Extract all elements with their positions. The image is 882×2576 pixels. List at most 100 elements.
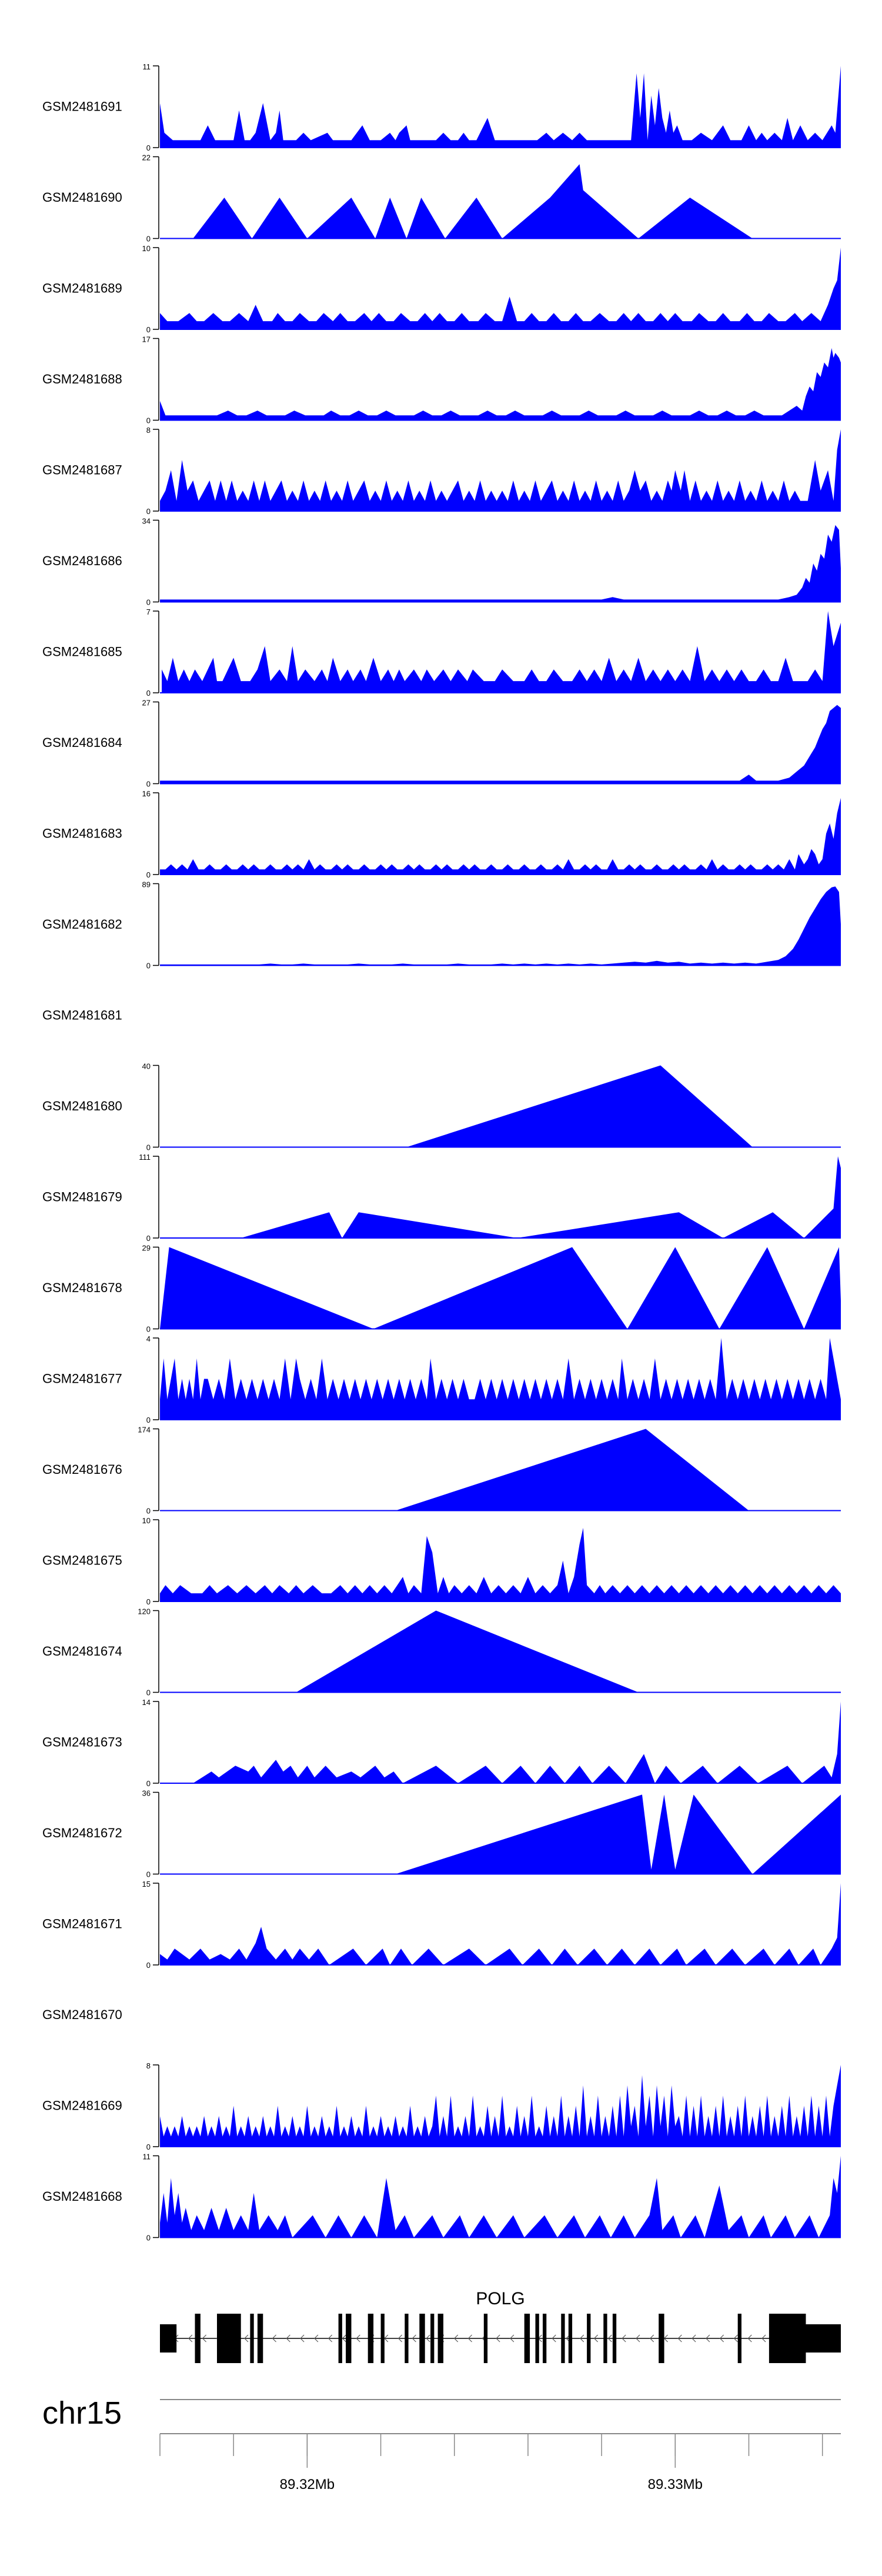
- track: GSM2481683 16 0: [42, 789, 841, 879]
- exon-block: [405, 2314, 409, 2363]
- track-label: GSM2481674: [42, 1644, 122, 1659]
- track-ymin-label: 0: [146, 1416, 151, 1424]
- track-ymin-label: 0: [146, 598, 151, 607]
- strand-chevron: [272, 2334, 276, 2343]
- chromosome-label: chr15: [42, 2395, 122, 2431]
- exon-block: [561, 2314, 565, 2363]
- track-ymin-label: 0: [146, 870, 151, 879]
- strand-chevron: [706, 2334, 710, 2343]
- strand-chevron: [300, 2334, 305, 2343]
- strand-chevron: [397, 2334, 403, 2343]
- track-label: GSM2481672: [42, 1826, 122, 1840]
- track: GSM2481687 8 0: [42, 426, 841, 516]
- strand-chevron: [579, 2334, 584, 2343]
- track-label: GSM2481668: [42, 2189, 122, 2204]
- track: GSM2481691 11 0: [42, 62, 841, 152]
- track-ymax-label: 120: [138, 1607, 151, 1616]
- strand-chevron: [188, 2334, 193, 2343]
- track-label: GSM2481673: [42, 1735, 122, 1750]
- exon-block: [483, 2314, 488, 2363]
- track: GSM2481685 7 0: [42, 608, 841, 698]
- strand-chevron: [314, 2334, 319, 2343]
- track-ymax-label: 27: [142, 699, 151, 708]
- track-label: GSM2481677: [42, 1372, 122, 1386]
- exon-block: [437, 2314, 443, 2363]
- track-ymin-label: 0: [146, 1597, 151, 1606]
- coverage-tracks: GSM2481691110GSM2481690220GSM2481689100G…: [42, 62, 841, 2243]
- coverage-area: [160, 1527, 841, 1601]
- track-ymin-label: 0: [146, 1143, 151, 1152]
- strand-chevron: [412, 2334, 416, 2343]
- track-ymin-label: 0: [146, 325, 151, 334]
- exon-block: [338, 2314, 342, 2363]
- strand-chevron: [356, 2334, 360, 2343]
- track-label: GSM2481675: [42, 1553, 122, 1568]
- coverage-area: [240, 1156, 841, 1238]
- strand-chevron: [677, 2334, 682, 2343]
- strand-chevron: [747, 2334, 752, 2343]
- track-ymin-label: 0: [146, 1961, 151, 1970]
- coverage-area: [162, 611, 841, 693]
- track-label: GSM2481670: [42, 2007, 122, 2022]
- strand-chevron: [719, 2334, 724, 2343]
- track-ymin-label: 0: [146, 1325, 151, 1334]
- exon-block: [568, 2314, 573, 2363]
- track: GSM2481677 4 0: [42, 1334, 841, 1424]
- track: GSM2481673 14 0: [42, 1698, 841, 1788]
- exon-block: [535, 2314, 539, 2363]
- track-ymin-label: 0: [146, 1870, 151, 1879]
- exon-block: [430, 2314, 435, 2363]
- track-ymax-label: 22: [142, 154, 151, 162]
- track-ymax-label: 8: [146, 2061, 151, 2070]
- coverage-area: [160, 2065, 841, 2147]
- track-ymax-label: 29: [142, 1244, 151, 1253]
- track-ymax-label: 14: [142, 1698, 151, 1707]
- track-ymax-label: 17: [142, 335, 151, 344]
- strand-chevron: [453, 2334, 459, 2343]
- track: GSM2481668 11 0: [42, 2153, 841, 2243]
- track-ymax-label: 10: [142, 244, 151, 253]
- track-label: GSM2481676: [42, 1462, 122, 1477]
- coverage-area: [160, 429, 841, 511]
- coverage-area: [296, 1610, 639, 1693]
- track-ymax-label: 34: [142, 517, 151, 526]
- track-ymax-label: 7: [146, 608, 151, 616]
- axis-tick-label: 89.32Mb: [280, 2477, 335, 2492]
- exon-block: [257, 2314, 263, 2363]
- track-ymin-label: 0: [146, 1507, 151, 1516]
- coverage-area: [160, 66, 841, 148]
- strand-chevron: [342, 2334, 346, 2343]
- track-label: GSM2481681: [42, 1008, 122, 1023]
- strand-chevron: [467, 2334, 472, 2343]
- track-ymin-label: 0: [146, 416, 151, 425]
- track-ymin-label: 0: [146, 235, 151, 243]
- track-ymax-label: 11: [143, 62, 151, 71]
- track-label: GSM2481687: [42, 463, 122, 478]
- track-ymin-label: 0: [146, 780, 151, 789]
- track-label: GSM2481684: [42, 735, 122, 750]
- coverage-area: [395, 1794, 841, 1874]
- gene-track: POLG: [160, 2289, 841, 2363]
- exon-block: [419, 2314, 425, 2363]
- track: GSM2481670: [42, 2007, 122, 2022]
- track-ymin-label: 0: [146, 1234, 151, 1243]
- coverage-area: [160, 1247, 841, 1329]
- track-label: GSM2481679: [42, 1190, 122, 1204]
- track-label: GSM2481688: [42, 372, 122, 386]
- strand-chevron: [496, 2334, 500, 2343]
- coverage-area: [160, 348, 841, 421]
- track-ymax-label: 4: [146, 1334, 151, 1343]
- track: GSM2481671 15 0: [42, 1880, 841, 1970]
- strand-chevron: [636, 2334, 640, 2343]
- track-ymin-label: 0: [146, 144, 151, 152]
- exon-block: [587, 2314, 591, 2363]
- exon-block: [195, 2314, 201, 2363]
- track-label: GSM2481685: [42, 645, 122, 659]
- track: GSM2481690 22 0: [42, 154, 841, 243]
- coverage-area: [193, 1701, 841, 1783]
- track: GSM2481674 120 0: [42, 1607, 841, 1697]
- strand-chevron: [552, 2334, 556, 2343]
- track: GSM2481684 27 0: [42, 699, 841, 789]
- track-label: GSM2481686: [42, 553, 122, 568]
